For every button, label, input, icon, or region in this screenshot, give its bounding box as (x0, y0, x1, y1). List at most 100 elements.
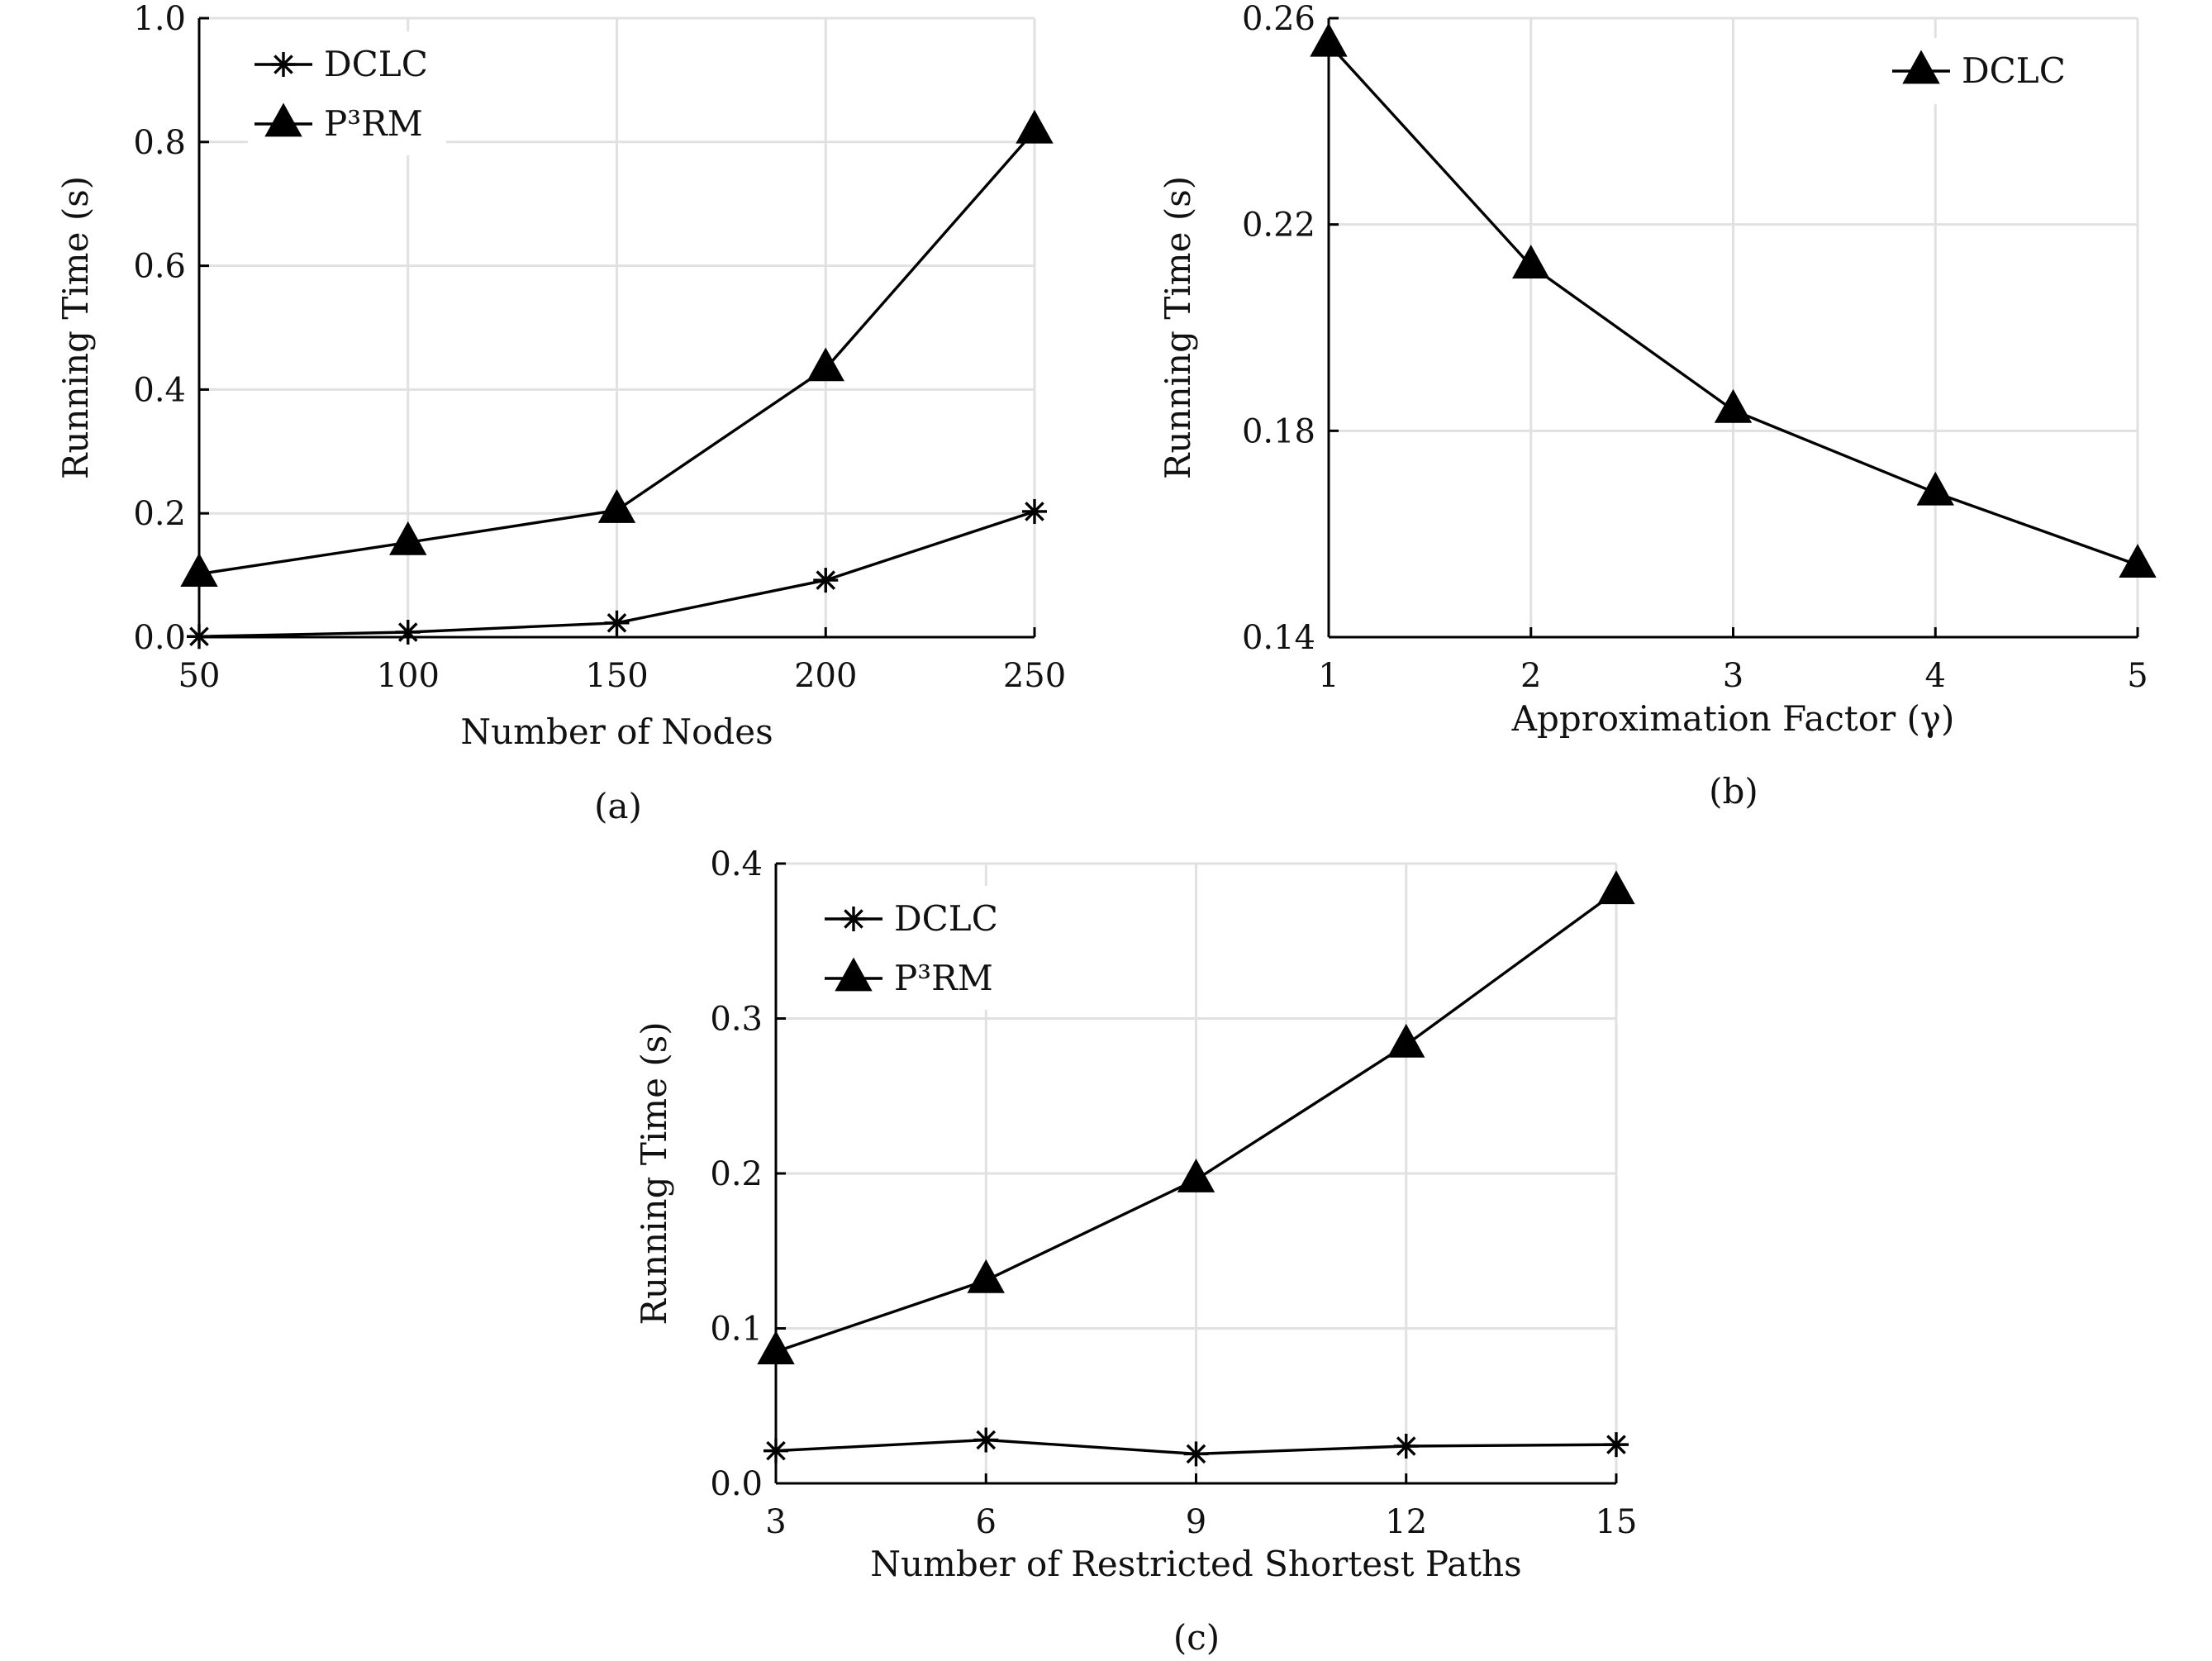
x-axis-label: Number of Nodes (460, 712, 773, 752)
legend-label: P³RM (894, 958, 993, 998)
legend-label: DCLC (1962, 50, 2066, 91)
x-tick-label: 250 (1003, 657, 1066, 695)
legend-entry: DCLC (254, 44, 428, 84)
marker-asterisk-stroke (844, 909, 863, 929)
panel-caption: (a) (594, 786, 642, 826)
y-tick-label: 0.4 (710, 845, 763, 883)
legend-entry: P³RM (825, 957, 993, 998)
x-tick-label: 3 (765, 1503, 786, 1541)
data-point-asterisk (604, 610, 630, 635)
data-point-asterisk (973, 1427, 999, 1453)
y-tick-label: 0.14 (1242, 619, 1315, 657)
marker-asterisk-stroke (1025, 502, 1044, 521)
legend-marker-asterisk (841, 907, 866, 931)
series-dclc (763, 1427, 1629, 1467)
data-point-triangle (757, 1330, 795, 1364)
x-axis-label: Number of Restricted Shortest Paths (870, 1544, 1521, 1584)
series-prm (757, 870, 1635, 1364)
x-tick-label: 12 (1385, 1503, 1427, 1541)
legend-entry: DCLC (825, 898, 998, 939)
data-point-triangle (806, 347, 844, 382)
x-tick-label: 150 (585, 657, 648, 695)
y-tick-label: 0.0 (133, 619, 186, 657)
x-tick-label: 9 (1186, 1503, 1206, 1541)
legend-marker-asterisk (271, 52, 296, 77)
x-tick-label: 50 (178, 657, 221, 695)
marker-asterisk-stroke (766, 1440, 786, 1461)
data-point-triangle (1512, 245, 1550, 278)
marker-asterisk-stroke (1606, 1435, 1626, 1454)
chart-panel-c: 3 6 9 12 15 0.0 0.1 0.2 0.3 0.4 Number of Restrict… (634, 845, 1637, 1658)
data-point-asterisk (813, 568, 839, 593)
legend: DCLC (1886, 38, 2113, 104)
y-tick-label: 0.6 (133, 248, 186, 286)
x-tick-label: 200 (794, 657, 857, 695)
legend-marker-triangle (835, 957, 873, 992)
series-dclc (187, 498, 1047, 650)
x-tick-label: 1 (1318, 657, 1339, 695)
marker-asterisk-stroke (397, 622, 418, 642)
legend-marker-triangle (1902, 50, 1940, 84)
legend-entry: DCLC (1892, 50, 2066, 91)
data-point-asterisk (1604, 1432, 1629, 1458)
data-point-triangle (967, 1259, 1005, 1293)
x-tick-label: 6 (976, 1503, 997, 1541)
y-tick-label: 0.26 (1242, 0, 1315, 38)
legend-label: DCLC (894, 898, 998, 939)
x-tick-label: 15 (1596, 1503, 1638, 1541)
legend: DCLC P³RM (248, 31, 446, 155)
data-point-asterisk (187, 624, 212, 650)
x-tick-label: 2 (1520, 657, 1541, 695)
x-tick-label: 3 (1723, 657, 1743, 695)
y-axis-label: Running Time (s) (1158, 176, 1198, 479)
x-tick-label: 4 (1925, 657, 1946, 695)
marker-asterisk-stroke (1186, 1444, 1206, 1464)
series-dclc (1310, 22, 2157, 578)
data-point-asterisk (763, 1438, 788, 1463)
y-axis-label: Running Time (s) (55, 176, 96, 479)
y-tick-label: 0.1 (710, 1311, 763, 1349)
data-point-triangle (389, 521, 427, 555)
data-point-asterisk (1393, 1434, 1419, 1459)
y-tick-label: 0.2 (133, 495, 186, 533)
y-tick-label: 0.22 (1242, 207, 1315, 245)
marker-asterisk-stroke (189, 626, 209, 647)
chart-panel-b: 1 2 3 4 5 0.14 0.18 0.22 0.26 Approximation Facto… (1158, 0, 2157, 811)
data-point-triangle (1387, 1023, 1425, 1058)
x-tick-label: 100 (377, 657, 440, 695)
chart-panel-a: 50 100 150 200 250 0.0 0.2 0.4 0.6 0.8 1.0 Number o… (55, 0, 1066, 826)
data-point-asterisk (395, 620, 421, 645)
y-tick-label: 0.3 (710, 1001, 763, 1039)
panel-caption: (b) (1709, 771, 1758, 811)
data-point-triangle (2119, 544, 2157, 578)
data-point-triangle (597, 488, 636, 523)
data-point-triangle (1016, 109, 1054, 144)
legend-label: P³RM (324, 103, 423, 144)
y-tick-label: 0.0 (710, 1465, 763, 1503)
legend: DCLC P³RM (818, 886, 1016, 1010)
legend-marker-triangle (264, 102, 302, 137)
panel-caption: (c) (1173, 1617, 1220, 1658)
data-point-triangle (180, 553, 218, 587)
y-axis-label: Running Time (s) (634, 1021, 674, 1325)
x-tick-label: 5 (2127, 657, 2148, 695)
legend-label: DCLC (324, 44, 428, 84)
marker-asterisk-stroke (274, 55, 293, 74)
marker-asterisk-stroke (976, 1430, 997, 1450)
series-prm (180, 109, 1054, 587)
y-tick-label: 0.8 (133, 124, 186, 162)
data-point-triangle (1310, 22, 1348, 57)
y-tick-label: 0.18 (1242, 412, 1315, 450)
data-point-triangle (1177, 1159, 1215, 1192)
data-point-triangle (1714, 388, 1753, 423)
marker-asterisk-stroke (816, 570, 836, 590)
marker-asterisk-stroke (607, 612, 627, 633)
data-point-triangle (1916, 471, 1954, 506)
data-point-asterisk (1022, 498, 1047, 524)
data-point-asterisk (1183, 1441, 1209, 1467)
x-axis-label: Approximation Factor (γ) (1511, 698, 1955, 739)
data-point-triangle (1597, 870, 1635, 905)
y-tick-label: 0.4 (133, 371, 186, 409)
legend-entry: P³RM (254, 102, 423, 144)
